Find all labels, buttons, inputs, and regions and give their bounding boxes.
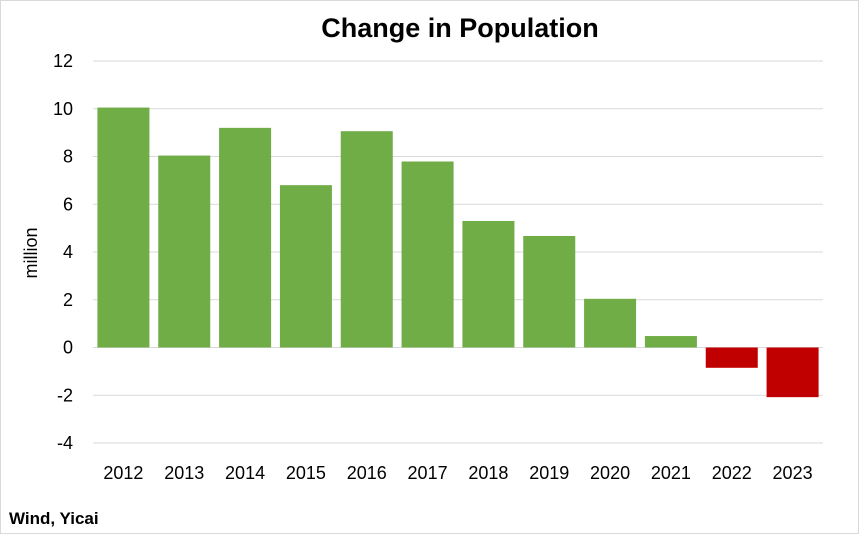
y-tick-label: 8 bbox=[63, 147, 73, 167]
y-tick-label: -2 bbox=[57, 385, 73, 405]
x-tick-label: 2019 bbox=[529, 463, 569, 483]
y-tick-label: -4 bbox=[57, 433, 73, 453]
x-tick-label: 2018 bbox=[468, 463, 508, 483]
y-tick-label: 0 bbox=[63, 338, 73, 358]
x-tick-label: 2016 bbox=[347, 463, 387, 483]
bar-2023 bbox=[766, 347, 819, 398]
bar-2022 bbox=[705, 347, 758, 368]
x-axis-ticks: 2012 2013 2014 2015 2016 2017 2018 2019 2020 2021… bbox=[103, 463, 812, 483]
x-tick-label: 2023 bbox=[773, 463, 813, 483]
x-tick-label: 2014 bbox=[225, 463, 265, 483]
bar-2016 bbox=[340, 131, 393, 348]
bar-2021 bbox=[644, 336, 697, 348]
bars bbox=[97, 107, 819, 398]
x-tick-label: 2013 bbox=[164, 463, 204, 483]
source-note: Wind, Yicai bbox=[9, 509, 99, 528]
y-tick-label: 4 bbox=[63, 242, 73, 262]
bar-2012 bbox=[97, 107, 150, 348]
y-tick-label: 2 bbox=[63, 290, 73, 310]
y-axis-ticks: 12 10 8 6 4 2 0 -2 -4 bbox=[53, 51, 73, 453]
gridlines bbox=[93, 60, 823, 444]
bar-2013 bbox=[158, 155, 211, 348]
bar-2018 bbox=[462, 220, 515, 348]
x-tick-label: 2012 bbox=[103, 463, 143, 483]
y-tick-label: 12 bbox=[53, 51, 73, 71]
bar-2019 bbox=[523, 236, 576, 348]
x-tick-label: 2021 bbox=[651, 463, 691, 483]
y-tick-label: 6 bbox=[63, 194, 73, 214]
bar-2014 bbox=[219, 127, 272, 348]
y-tick-label: 10 bbox=[53, 99, 73, 119]
x-tick-label: 2020 bbox=[590, 463, 630, 483]
bar-2020 bbox=[584, 298, 637, 348]
bar-2017 bbox=[401, 161, 454, 348]
x-tick-label: 2017 bbox=[408, 463, 448, 483]
y-axis-label: million bbox=[21, 227, 41, 278]
x-tick-label: 2015 bbox=[286, 463, 326, 483]
x-tick-label: 2022 bbox=[712, 463, 752, 483]
chart-title: Change in Population bbox=[321, 13, 599, 43]
bar-2015 bbox=[279, 185, 332, 348]
